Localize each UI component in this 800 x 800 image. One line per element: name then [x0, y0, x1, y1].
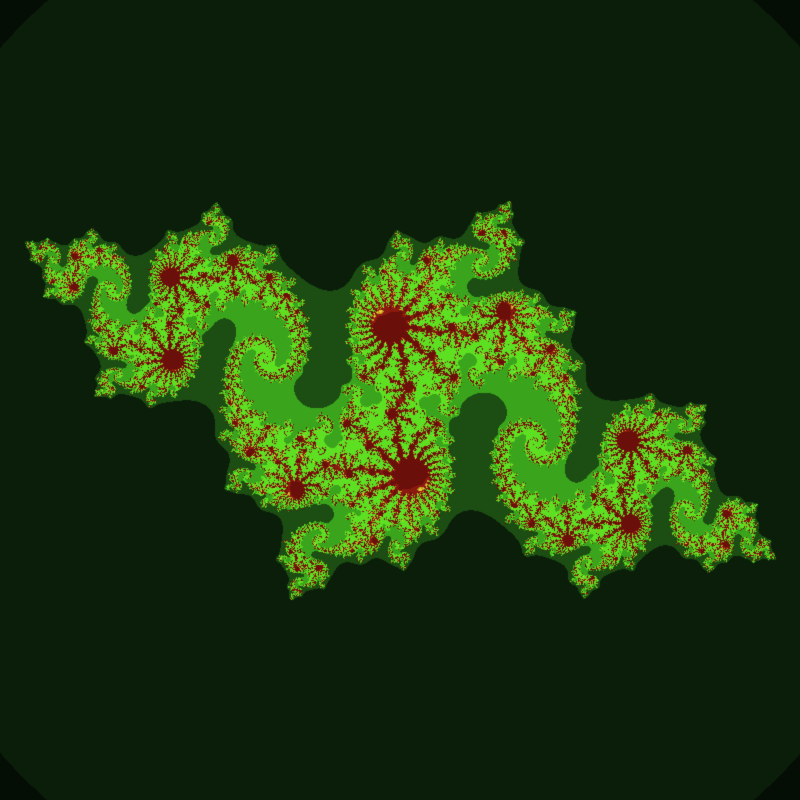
- julia-fractal-image: [0, 0, 800, 800]
